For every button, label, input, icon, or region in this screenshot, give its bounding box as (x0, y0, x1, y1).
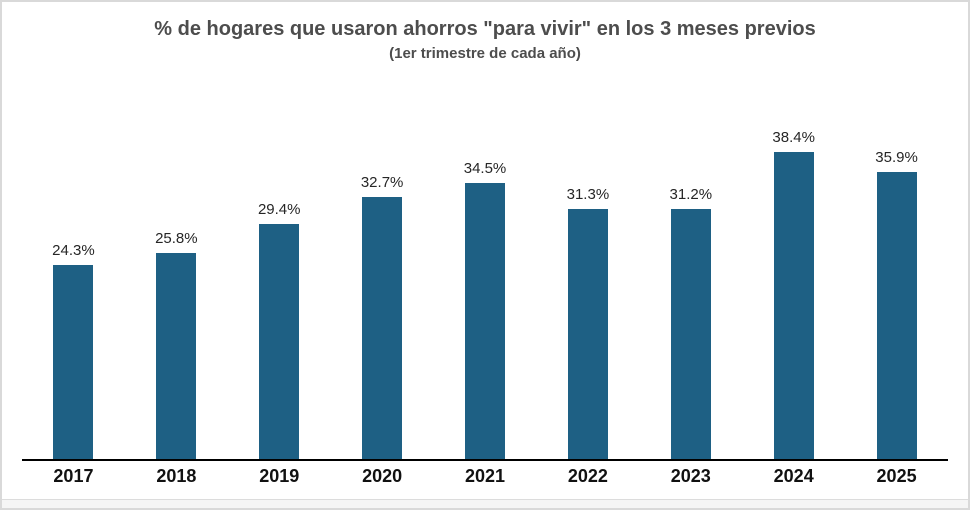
bottom-edge-strip (2, 499, 968, 508)
x-tick-2020: 2020 (362, 466, 403, 486)
category-col-2021: 34.5% (434, 95, 537, 459)
chart-title: % de hogares que usaron ahorros "para vi… (154, 18, 816, 40)
x-tick-2017: 2017 (53, 466, 94, 486)
category-col-2018: 25.8% (125, 95, 228, 459)
category-col-2025: 35.9% (845, 95, 948, 459)
chart-subtitle: (1er trimestre de cada año) (389, 45, 581, 62)
bar-2025 (876, 172, 917, 459)
bar-2020 (362, 197, 403, 459)
bar-2024 (773, 152, 814, 459)
bar-2023 (670, 209, 711, 459)
x-tick-2019: 2019 (259, 466, 300, 486)
value-label-2023: 31.2% (669, 186, 713, 203)
value-label-2020: 32.7% (360, 174, 404, 191)
bar-2018 (156, 253, 197, 459)
x-axis: 2017 2018 2019 2020 2021 2022 2023 2024 2025 (22, 466, 948, 487)
value-label-2024: 38.4% (772, 129, 815, 146)
category-col-2024: 38.4% (742, 95, 845, 459)
x-tick-2018: 2018 (156, 466, 197, 486)
value-label-2018: 25.8% (155, 230, 198, 247)
value-label-2017: 24.3% (52, 242, 95, 259)
bar-2017 (53, 265, 94, 459)
x-tick-2024: 2024 (773, 466, 814, 486)
category-col-2017: 24.3% (22, 95, 125, 459)
category-col-2023: 31.2% (639, 95, 742, 459)
chart-header: % de hogares que usaron ahorros "para vi… (2, 16, 968, 64)
category-col-2020: 32.7% (331, 95, 434, 459)
value-label-2021: 34.5% (463, 160, 507, 177)
bar-2021 (465, 183, 505, 459)
bar-2019 (259, 224, 300, 459)
x-tick-2021: 2021 (464, 466, 506, 486)
category-col-2022: 31.3% (536, 95, 639, 459)
x-tick-2022: 2022 (567, 466, 608, 486)
value-label-2019: 29.4% (257, 201, 301, 218)
value-label-2025: 35.9% (875, 149, 918, 166)
x-tick-2025: 2025 (876, 466, 917, 486)
category-col-2019: 29.4% (228, 95, 331, 459)
value-label-2022: 31.3% (566, 186, 610, 203)
plot-area: 24.3% 25.8% 29.4% 32.7% 34.5% 31.3% 31.2% 38.4%… (22, 95, 948, 461)
x-tick-2023: 2023 (670, 466, 711, 486)
bar-2022 (567, 209, 608, 459)
